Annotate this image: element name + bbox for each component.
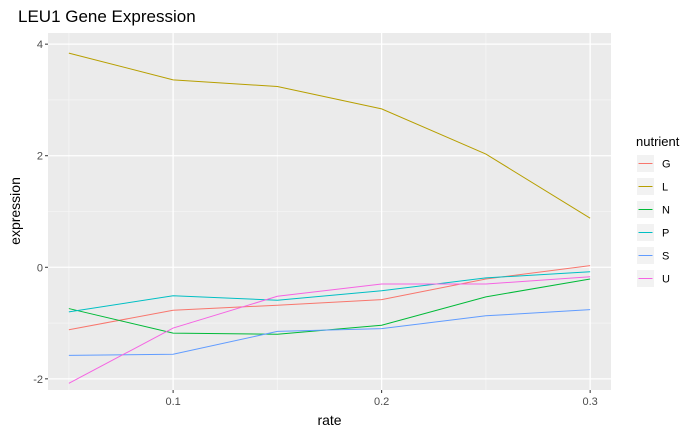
series-line-P — [68, 271, 591, 313]
x-tick-label: 0.1 — [165, 396, 180, 408]
x-tick-label: 0.2 — [374, 396, 389, 408]
legend-label-S: S — [662, 251, 669, 263]
legend-label-N: N — [662, 205, 670, 217]
legend-label-U: U — [662, 274, 670, 286]
x-axis: 0.1 0.2 0.3 — [165, 390, 598, 408]
chart-title: LEU1 Gene Expression — [18, 7, 196, 26]
series-line-U — [68, 276, 591, 384]
series-line-L — [68, 52, 591, 219]
y-tick-label: 2 — [37, 151, 43, 163]
y-tick-label: 0 — [37, 262, 43, 274]
y-axis: -2 0 2 4 — [33, 39, 48, 386]
legend-label-L: L — [662, 182, 668, 194]
y-tick-label: 4 — [37, 39, 43, 51]
x-tick-label: 0.3 — [582, 396, 597, 408]
y-tick-label: -2 — [33, 374, 43, 386]
legend-label-P: P — [662, 228, 669, 240]
minor-gridlines — [48, 33, 611, 390]
legend-label-G: G — [662, 159, 671, 171]
legend-title: nutrient — [636, 134, 680, 149]
series-line-S — [68, 309, 591, 356]
series-lines — [68, 52, 591, 384]
x-axis-title: rate — [317, 412, 341, 428]
y-axis-title: expression — [7, 177, 23, 245]
major-gridlines — [48, 33, 611, 390]
